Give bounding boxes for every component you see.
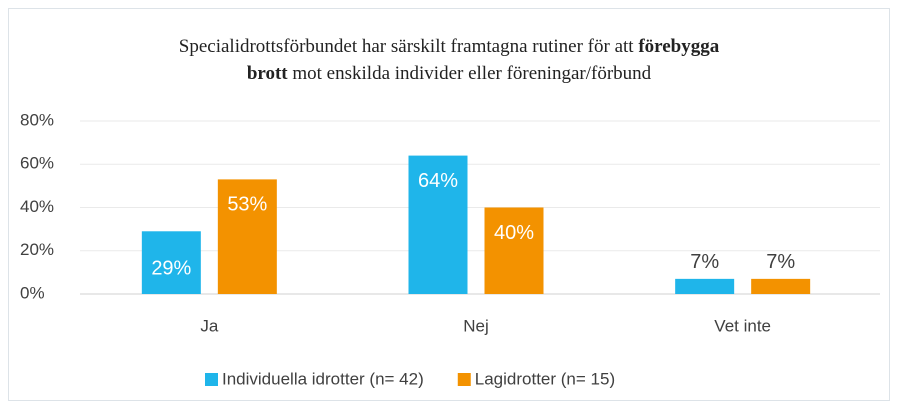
bar [408, 155, 468, 294]
value-label: 64% [418, 170, 458, 192]
title-segment: brott [247, 63, 288, 84]
value-label: 53% [227, 194, 267, 216]
title-segment: mot enskilda individer eller föreningar/… [288, 63, 652, 84]
y-tick-label: 20% [20, 240, 54, 259]
bar [141, 231, 201, 294]
title-segment: förebygga [638, 36, 719, 57]
bar [675, 278, 735, 294]
legend-label: Lagidrotter (n= 15) [475, 369, 615, 388]
bar [217, 179, 277, 294]
bar [751, 278, 811, 294]
legend-swatch [205, 373, 218, 386]
y-tick-label: 0% [20, 283, 45, 302]
chart-title: Specialidrottsförbundet har särskilt fra… [179, 36, 720, 57]
value-label: 29% [151, 258, 191, 280]
legend-label: Individuella idrotter (n= 42) [222, 369, 424, 388]
bar [484, 207, 544, 294]
y-tick-label: 40% [20, 197, 54, 216]
x-tick-label: Vet inte [714, 316, 771, 335]
legend-swatch [457, 373, 471, 386]
x-tick-label: Ja [200, 316, 219, 335]
chart-title: brott mot enskilda individer eller fören… [247, 63, 652, 84]
y-tick-label: 60% [20, 154, 54, 173]
x-tick-label: Nej [463, 316, 489, 335]
title-segment: Specialidrottsförbundet har särskilt fra… [179, 36, 639, 57]
y-tick-label: 80% [20, 110, 54, 129]
value-label: 7% [690, 251, 719, 273]
value-label: 7% [766, 251, 795, 273]
value-label: 40% [494, 222, 534, 244]
